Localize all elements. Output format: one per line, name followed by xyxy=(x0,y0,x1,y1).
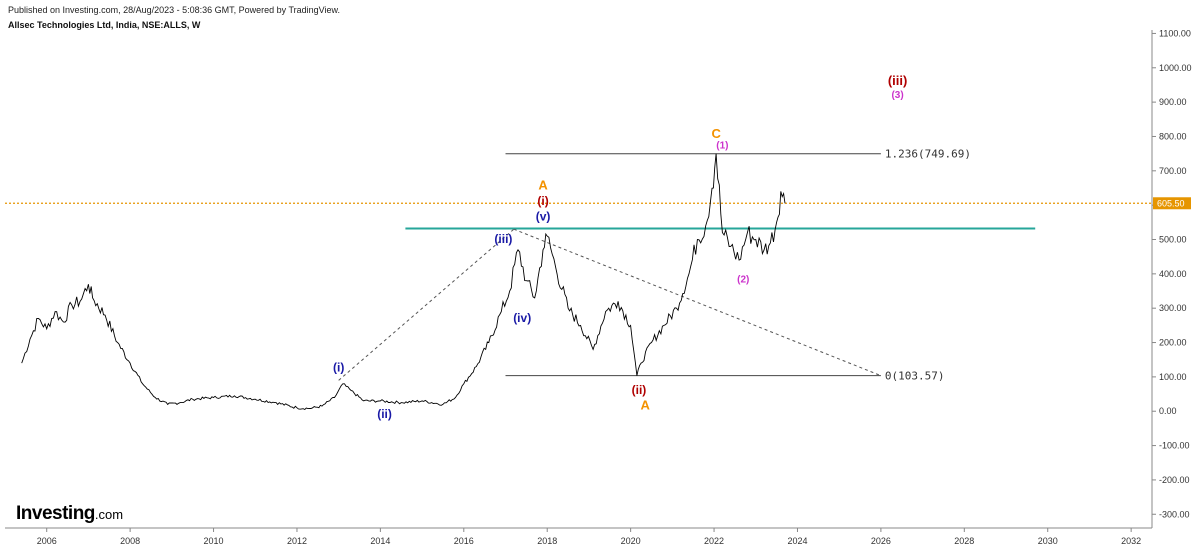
price-line xyxy=(21,153,786,411)
x-axis: 2006 2008 2010 2012 2014 2016 2018 2020 2022 2024… xyxy=(5,527,1152,546)
y-tick-label: 300.00 xyxy=(1159,303,1187,313)
logo-suffix: .com xyxy=(94,507,124,522)
wave-label: (v) xyxy=(536,210,551,224)
x-tick-label: 2018 xyxy=(537,536,557,546)
x-tick-label: 2010 xyxy=(204,536,224,546)
y-tick-label: 1100.00 xyxy=(1159,28,1191,38)
wave-label: (i) xyxy=(537,194,548,208)
x-tick-label: 2030 xyxy=(1038,536,1058,546)
wave-label: (iii) xyxy=(888,73,908,88)
wave-label: (ii) xyxy=(632,383,647,397)
y-tick-label: -100.00 xyxy=(1159,441,1190,451)
wave-label: (iii) xyxy=(494,232,512,246)
x-tick-label: 2024 xyxy=(787,536,807,546)
wave-label: A xyxy=(538,178,548,193)
wave-label: (1) xyxy=(716,140,728,151)
price-series xyxy=(21,153,786,411)
wave-label: (2) xyxy=(737,274,749,285)
wave-label: A xyxy=(641,398,651,413)
trend-line xyxy=(513,228,882,377)
current-price-tag: 605.50 xyxy=(1153,197,1191,210)
x-tick-label: 2026 xyxy=(871,536,891,546)
logo-main: Investing xyxy=(16,503,95,524)
current-price-box xyxy=(1153,197,1191,210)
investing-logo: Investing.com xyxy=(16,503,123,525)
symbol-title: Allsec Technologies Ltd, India, NSE:ALLS… xyxy=(8,20,201,30)
y-tick-label: 500.00 xyxy=(1159,235,1187,245)
y-tick-label: 400.00 xyxy=(1159,269,1187,279)
fib-label: 1.236(749.69) xyxy=(885,148,971,161)
y-tick-label: 700.00 xyxy=(1159,166,1187,176)
wave-label: C xyxy=(711,126,721,141)
x-tick-label: 2006 xyxy=(37,536,57,546)
y-tick-label: 1000.00 xyxy=(1159,63,1192,73)
drawing-lines: 1.236(749.69) 0(103.57) xyxy=(5,148,1152,383)
y-tick-label: -300.00 xyxy=(1159,509,1190,519)
x-tick-label: 2020 xyxy=(621,536,641,546)
current-price-label: 605.50 xyxy=(1157,198,1185,208)
wave-labels: (i)(ii)(iii)(iv)(v)(i)A(ii)AC(1)(2)(iii)… xyxy=(333,73,907,421)
wave-label: (i) xyxy=(333,361,344,375)
trend-line xyxy=(338,228,515,381)
wave-label: (iv) xyxy=(513,311,531,325)
x-tick-label: 2016 xyxy=(454,536,474,546)
y-tick-label: 800.00 xyxy=(1159,131,1187,141)
x-tick-label: 2014 xyxy=(370,536,390,546)
fib-label: 0(103.57) xyxy=(885,370,945,383)
x-tick-label: 2032 xyxy=(1121,536,1141,546)
published-caption: Published on Investing.com, 28/Aug/2023 … xyxy=(8,5,341,15)
y-tick-label: 100.00 xyxy=(1159,372,1187,382)
x-tick-label: 2022 xyxy=(704,536,724,546)
x-tick-label: 2008 xyxy=(120,536,140,546)
wave-label: (ii) xyxy=(377,407,392,421)
y-tick-label: 200.00 xyxy=(1159,338,1187,348)
y-tick-label: 0.00 xyxy=(1159,406,1177,416)
y-axis: 1100.001000.00900.00800.00700.00600.0050… xyxy=(1151,28,1192,528)
wave-label: (3) xyxy=(891,90,903,101)
y-tick-label: -200.00 xyxy=(1159,475,1190,485)
x-tick-label: 2028 xyxy=(954,536,974,546)
x-tick-label: 2012 xyxy=(287,536,307,546)
y-tick-label: 900.00 xyxy=(1159,97,1187,107)
